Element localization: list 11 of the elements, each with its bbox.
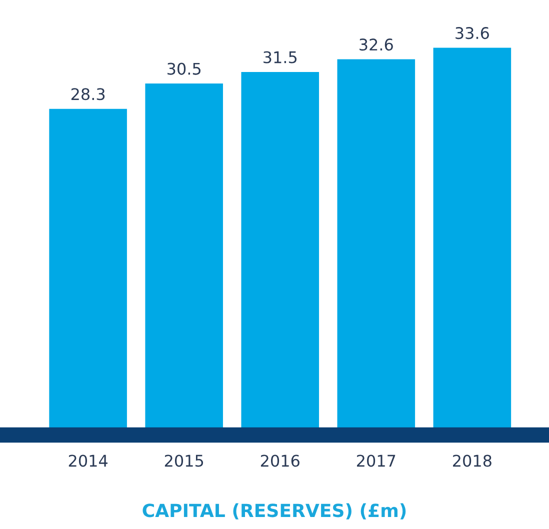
- text: CAPITAL (RESERVES) (£m): [142, 503, 406, 520]
- x-tick-label: 2018: [453, 454, 492, 467]
- x-tick-label: 2017: [356, 454, 396, 467]
- x-tick-label: 2016: [260, 454, 300, 467]
- data-label: 30.5: [168, 62, 200, 75]
- data-label: 28.3: [71, 88, 105, 100]
- data-label: 32.6: [360, 38, 393, 51]
- x-tick-label: 2014: [68, 454, 108, 467]
- data-label: 31.5: [264, 51, 297, 64]
- data-label: 33.6: [456, 27, 489, 40]
- x-tick-label: 2015: [164, 454, 204, 467]
